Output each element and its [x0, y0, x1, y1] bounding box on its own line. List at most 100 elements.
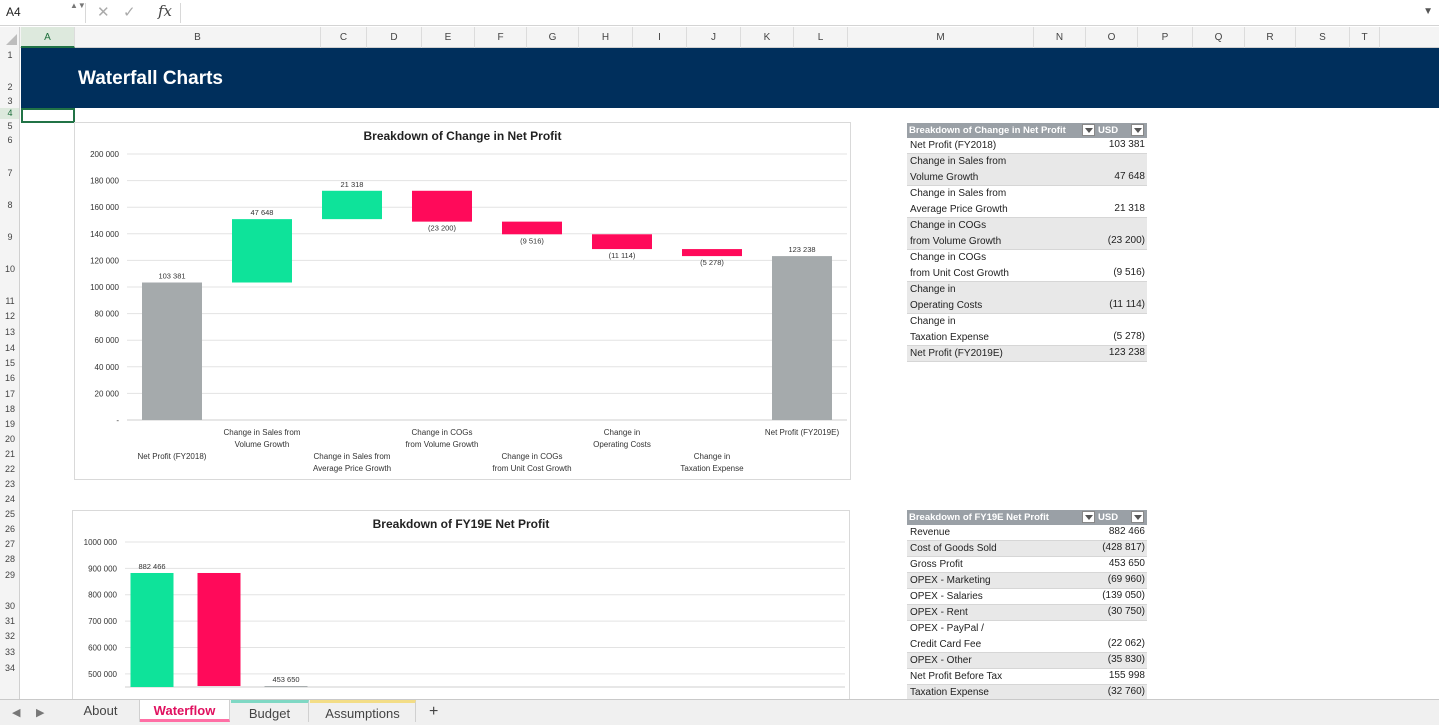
table-row[interactable]: OPEX - Marketing (69 960)	[907, 573, 1147, 589]
name-box[interactable]: A4	[6, 5, 21, 19]
sheet-tab-budget[interactable]: Budget	[231, 700, 309, 722]
row-header-8[interactable]: 8	[7, 200, 13, 210]
sheet-tab-waterflow[interactable]: Waterflow	[140, 700, 230, 722]
table-row[interactable]: Change in COGs from Unit Cost Growth (9 51…	[907, 250, 1147, 282]
row-header-16[interactable]: 16	[4, 373, 15, 383]
row-header-24[interactable]: 24	[4, 494, 15, 504]
row-header-21[interactable]: 21	[4, 449, 15, 459]
row-header-7[interactable]: 7	[7, 168, 13, 178]
insert-function-icon[interactable]: fx	[158, 2, 173, 20]
column-header-b[interactable]: B	[75, 27, 321, 48]
table-row[interactable]: Cost of Goods Sold (428 817)	[907, 541, 1147, 557]
column-header-l[interactable]: L	[794, 27, 848, 48]
row-header-14[interactable]: 14	[4, 343, 15, 353]
row-header-27[interactable]: 27	[4, 539, 15, 549]
row-header-18[interactable]: 18	[4, 404, 15, 414]
table-row[interactable]: Net Profit (FY2018) 103 381	[907, 138, 1147, 154]
row-header-30[interactable]: 30	[4, 601, 15, 611]
row-header-31[interactable]: 31	[4, 616, 15, 626]
row-header-15[interactable]: 15	[4, 358, 15, 368]
row-header-10[interactable]: 10	[4, 264, 15, 274]
sheet-grid[interactable]: Waterfall Charts Breakdown of Change in …	[21, 48, 1439, 699]
category-label: Net Profit (FY2019E)	[765, 428, 840, 437]
column-header-q[interactable]: Q	[1193, 27, 1245, 48]
table-row[interactable]: Net Profit Before Tax 155 998	[907, 669, 1147, 685]
row-header-20[interactable]: 20	[4, 434, 15, 444]
row-header-28[interactable]: 28	[4, 554, 15, 564]
table-row[interactable]: OPEX - Rent (30 750)	[907, 605, 1147, 621]
column-header-s[interactable]: S	[1296, 27, 1350, 48]
filter-dropdown-icon[interactable]	[1082, 124, 1095, 136]
filter-dropdown-icon[interactable]	[1131, 124, 1144, 136]
row-header-12[interactable]: 12	[4, 311, 15, 321]
table-row[interactable]: Gross Profit 453 650	[907, 557, 1147, 573]
name-box-stepper-icon[interactable]: ▲▼	[70, 1, 86, 10]
column-header-j[interactable]: J	[687, 27, 741, 48]
select-all-corner[interactable]	[0, 27, 20, 48]
row-header-9[interactable]: 9	[7, 232, 13, 242]
table-row[interactable]: Change in Sales from Volume Growth 47 648	[907, 154, 1147, 186]
column-header-o[interactable]: O	[1086, 27, 1138, 48]
table-row[interactable]: Change in COGs from Volume Growth (23 200)	[907, 218, 1147, 250]
add-sheet-button[interactable]: +	[429, 703, 439, 720]
row-value: 155 998	[1108, 670, 1145, 681]
table-row[interactable]: Taxation Expense (32 760)	[907, 685, 1147, 699]
row-header-32[interactable]: 32	[4, 631, 15, 641]
row-header-11[interactable]: 11	[5, 296, 15, 306]
sheet-tab-assumptions[interactable]: Assumptions	[310, 700, 416, 722]
row-header-22[interactable]: 22	[4, 464, 15, 474]
filter-dropdown-icon[interactable]	[1082, 511, 1095, 523]
filter-dropdown-icon[interactable]	[1131, 511, 1144, 523]
row-header-2[interactable]: 2	[7, 82, 13, 92]
column-header-g[interactable]: G	[527, 27, 579, 48]
waterfall-chart-net-profit-change[interactable]: Breakdown of Change in Net Profit - 20 00…	[74, 122, 851, 480]
table-row[interactable]: Revenue 882 466	[907, 525, 1147, 541]
column-header-e[interactable]: E	[422, 27, 475, 48]
row-header-4[interactable]: 4	[0, 108, 19, 119]
row-header-33[interactable]: 33	[4, 647, 15, 657]
waterfall-chart-fy19e-net-profit[interactable]: Breakdown of FY19E Net Profit 500 000 600…	[72, 510, 850, 699]
table-row[interactable]: Change in Taxation Expense (5 278)	[907, 314, 1147, 346]
prev-sheet-icon[interactable]: ◀	[12, 707, 21, 719]
row-header-19[interactable]: 19	[4, 419, 15, 429]
column-header-n[interactable]: N	[1034, 27, 1086, 48]
column-header-d[interactable]: D	[367, 27, 422, 48]
row-header-13[interactable]: 13	[4, 327, 15, 337]
expand-formula-bar-icon[interactable]: ▼	[1423, 6, 1433, 17]
row-header-5[interactable]: 5	[7, 121, 13, 131]
row-header-1[interactable]: 1	[7, 50, 13, 60]
row-header-26[interactable]: 26	[4, 524, 15, 534]
sheet-tab-about[interactable]: About	[62, 700, 140, 722]
row-header-17[interactable]: 17	[4, 389, 15, 399]
row-header-23[interactable]: 23	[4, 479, 15, 489]
column-header-h[interactable]: H	[579, 27, 633, 48]
row-header-3[interactable]: 3	[7, 96, 13, 106]
table-row[interactable]: Change in Sales from Average Price Growth…	[907, 186, 1147, 218]
column-header-f[interactable]: F	[475, 27, 527, 48]
table-row[interactable]: OPEX - Salaries (139 050)	[907, 589, 1147, 605]
row-label: OPEX - PayPal /	[910, 623, 984, 634]
category-label: Net Profit (FY2018)	[138, 452, 207, 461]
column-header-k[interactable]: K	[741, 27, 794, 48]
row-header-34[interactable]: 34	[4, 663, 15, 673]
column-header-t[interactable]: T	[1350, 27, 1380, 48]
column-header-m[interactable]: M	[848, 27, 1034, 48]
row-label: from Unit Cost Growth	[910, 268, 1009, 279]
table-row[interactable]: Net Profit (FY2019E) 123 238	[907, 346, 1147, 362]
next-sheet-icon[interactable]: ▶	[36, 707, 45, 719]
row-header-25[interactable]: 25	[4, 509, 15, 519]
y-tick-label: 20 000	[95, 389, 120, 398]
table-row[interactable]: Change in Operating Costs (11 114)	[907, 282, 1147, 314]
column-header-c[interactable]: C	[321, 27, 367, 48]
column-header-a[interactable]: A	[21, 27, 75, 48]
row-header-29[interactable]: 29	[4, 570, 15, 580]
selected-cell[interactable]	[21, 108, 75, 123]
enter-icon[interactable]: ✓	[123, 4, 136, 21]
column-header-p[interactable]: P	[1138, 27, 1193, 48]
row-header-6[interactable]: 6	[7, 135, 13, 145]
cancel-icon[interactable]: ✕	[97, 4, 110, 21]
table-row[interactable]: OPEX - Other (35 830)	[907, 653, 1147, 669]
column-header-r[interactable]: R	[1245, 27, 1296, 48]
column-header-i[interactable]: I	[633, 27, 687, 48]
table-row[interactable]: OPEX - PayPal / Credit Card Fee (22 062)	[907, 621, 1147, 653]
